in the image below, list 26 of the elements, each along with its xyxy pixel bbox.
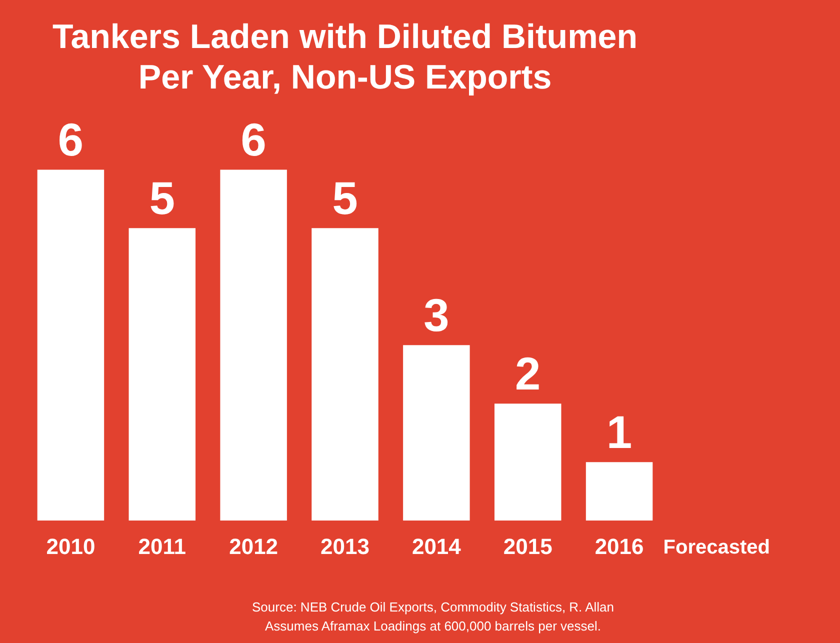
bar xyxy=(37,170,104,521)
x-tick-label: 2016 xyxy=(594,534,644,559)
bar xyxy=(586,462,653,521)
x-tick-label: 2012 xyxy=(229,534,278,559)
x-tick-label: 2010 xyxy=(46,534,96,559)
data-label: 3 xyxy=(424,288,450,341)
bar xyxy=(403,345,470,521)
x-tick-label: 2013 xyxy=(320,534,370,559)
x-tick-label: 2011 xyxy=(138,534,186,559)
text: Forecasted xyxy=(663,536,770,559)
data-label: 1 xyxy=(606,406,632,458)
data-label: 5 xyxy=(332,172,358,224)
data-label: 5 xyxy=(149,172,175,224)
data-label: 2 xyxy=(515,347,541,400)
bar xyxy=(494,404,562,521)
x-tick-label: 2015 xyxy=(503,534,552,559)
text: Tankers Laden with Diluted Bitumen xyxy=(52,18,638,56)
x-tick-label: 2014 xyxy=(412,534,462,559)
data-label: 6 xyxy=(240,113,266,166)
bar xyxy=(312,228,378,521)
text: Assumes Aframax Loadings at 600,000 barrels per vessel. xyxy=(264,618,602,634)
source-note: Source: NEB Crude Oil Exports, Commodity Statistics, R. Allan xyxy=(252,600,614,615)
text: Per Year, Non-US Exports xyxy=(138,58,552,97)
data-label: 6 xyxy=(58,113,84,166)
bar xyxy=(128,228,196,521)
bar xyxy=(220,170,287,521)
